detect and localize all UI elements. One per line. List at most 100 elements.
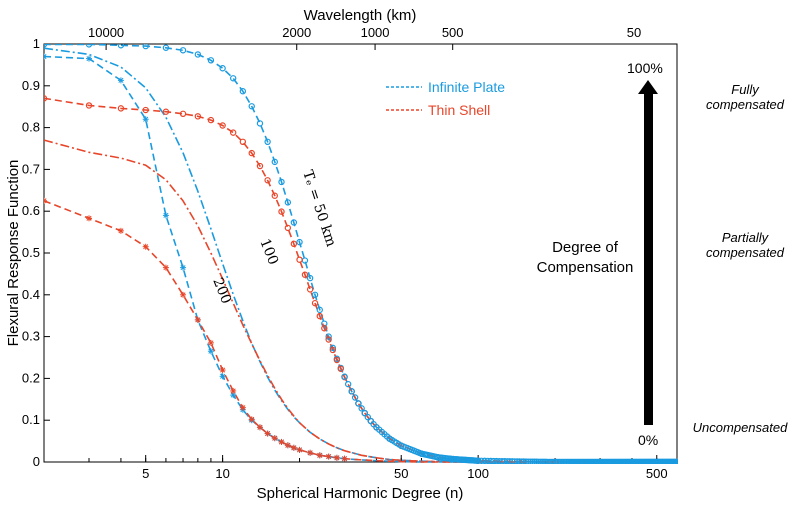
data-point [284, 442, 291, 449]
top-tick-label: 1000 [361, 25, 390, 40]
data-point [44, 53, 47, 60]
y-tick-label: 0.3 [22, 329, 40, 344]
top-tick-label: 50 [627, 25, 641, 40]
degree-of-compensation-label: Degree of Compensation [520, 238, 650, 278]
legend-label: Infinite Plate [428, 79, 505, 95]
data-point [673, 458, 678, 464]
data-point [290, 444, 297, 451]
data-point [180, 291, 187, 298]
data-point [142, 243, 149, 250]
x-axis-title: Spherical Harmonic Degree (n) [257, 485, 464, 502]
y-tick-label: 0.4 [22, 287, 40, 302]
uncompensated-label: Uncompensated [692, 420, 788, 435]
data-point [256, 120, 264, 127]
data-point [248, 103, 255, 110]
data-point [194, 316, 201, 323]
data-point [44, 95, 48, 102]
y-tick-label: 0.5 [22, 245, 40, 260]
x-tick-label: 10 [215, 466, 229, 481]
data-point [284, 224, 292, 232]
data-point [248, 149, 255, 157]
series-line-thin-shell-200 [44, 200, 524, 463]
data-point [162, 212, 169, 219]
data-point [239, 138, 247, 146]
data-point [522, 458, 530, 464]
data-point [474, 457, 482, 464]
data-point [229, 129, 237, 136]
degree-of-compensation-line2: Compensation [536, 259, 634, 276]
data-point [484, 457, 491, 464]
data-point [348, 388, 355, 395]
data-point [325, 333, 332, 340]
data-point [85, 55, 92, 62]
data-point [162, 108, 170, 115]
y-tick-label: 0.2 [22, 370, 40, 385]
data-point [219, 373, 226, 380]
data-point [355, 400, 362, 407]
data-point [278, 178, 285, 186]
data-point [207, 348, 214, 355]
data-point [290, 219, 298, 226]
data-point [142, 106, 149, 114]
data-point [194, 113, 202, 120]
data-point [321, 325, 328, 332]
data-point [264, 430, 271, 437]
data-point [271, 192, 278, 199]
data-point [219, 122, 226, 129]
data-point [520, 458, 528, 464]
data-point [531, 458, 538, 464]
plot-area [43, 43, 678, 463]
compensation-arrow [638, 80, 658, 425]
data-point [301, 271, 309, 278]
data-point [316, 452, 323, 459]
partially-compensated-label: Partially compensated [690, 230, 800, 260]
data-point [162, 44, 170, 51]
y-tick-label: 0.1 [22, 412, 40, 427]
data-point [351, 394, 359, 401]
data-point [481, 457, 488, 464]
data-point [85, 215, 92, 222]
data-point [329, 346, 337, 354]
data-point [311, 299, 319, 307]
data-point [296, 238, 303, 246]
data-point [296, 446, 303, 453]
data-point [239, 404, 246, 411]
data-point [478, 457, 485, 464]
data-point [284, 199, 292, 206]
data-point [271, 158, 278, 166]
series-line-thin-shell-100 [44, 139, 524, 463]
data-point [321, 320, 328, 327]
y-tick-label: 0.6 [22, 203, 40, 218]
data-point [248, 416, 255, 423]
data-point [290, 240, 298, 248]
data-point [516, 458, 523, 464]
data-point [256, 162, 264, 170]
data-point [358, 405, 365, 412]
data-point [525, 458, 532, 464]
data-point [207, 116, 215, 124]
pct-top-label: 100% [627, 60, 663, 76]
partially-compensated-line1: Partially [721, 230, 769, 245]
legend: Infinite Plate Thin Shell [386, 79, 505, 118]
data-point [364, 413, 372, 421]
data-point [278, 438, 285, 445]
data-point [117, 77, 124, 84]
x-tick-label: 5 [142, 466, 149, 481]
data-point [329, 344, 337, 352]
data-point [518, 458, 525, 464]
data-point [219, 367, 226, 374]
data-point [117, 44, 125, 49]
data-point [239, 88, 247, 95]
data-point [207, 57, 215, 64]
data-point [341, 373, 348, 380]
y-axis-title: Flexural Response Function [5, 160, 22, 347]
data-point [194, 51, 202, 58]
data-point [344, 380, 352, 388]
data-point [325, 336, 332, 343]
data-point [179, 110, 187, 118]
data-point [117, 105, 125, 112]
data-point [207, 339, 214, 346]
data-point [316, 312, 323, 320]
y-tick-label: 0.8 [22, 120, 40, 135]
y-tick-label: 1 [33, 36, 40, 51]
